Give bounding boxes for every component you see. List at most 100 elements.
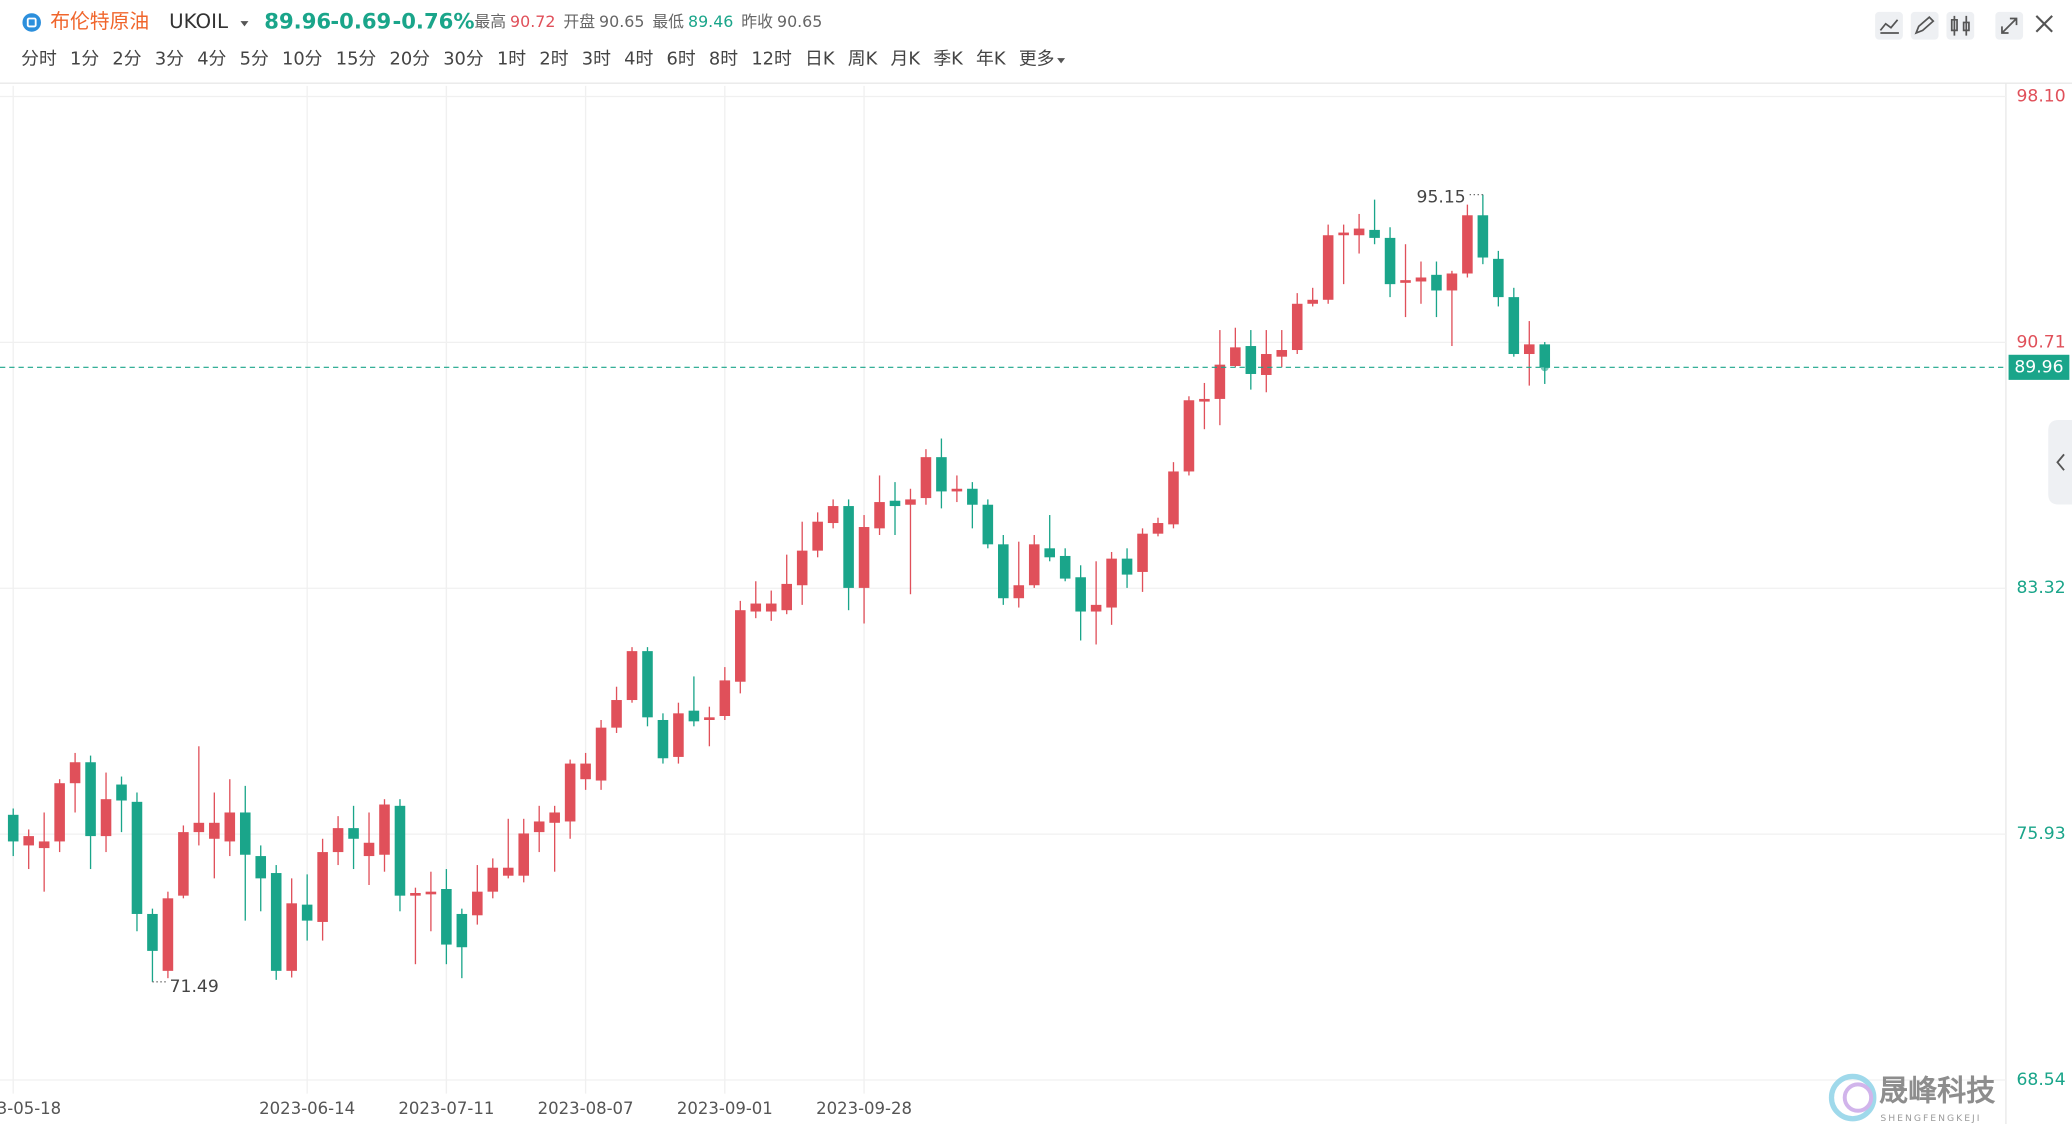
period-tab[interactable]: 20分: [389, 48, 430, 69]
instrument-name[interactable]: 布伦特原油: [50, 10, 149, 33]
candle-body: [394, 805, 406, 896]
candle-body: [1245, 346, 1257, 374]
stat-label: 开盘: [563, 12, 595, 31]
watermark-logo: [1828, 1073, 1877, 1122]
y-tick-label: 68.54: [2016, 1070, 2065, 1090]
min-label: 71.49: [170, 977, 219, 997]
stat-label: 最低: [652, 12, 684, 31]
candle-body: [209, 822, 220, 839]
candle-body: [827, 506, 839, 524]
more-dropdown-arrow[interactable]: [1057, 58, 1066, 64]
candle-body: [843, 506, 854, 588]
y-tick-label: 98.10: [2016, 87, 2065, 107]
period-tab[interactable]: 2时: [539, 48, 568, 69]
period-tab[interactable]: 10分: [282, 48, 323, 69]
candle-body: [1261, 354, 1272, 375]
candle-body: [487, 867, 499, 892]
x-tick-label: 2023-06-14: [259, 1099, 355, 1118]
period-tab[interactable]: 月K: [891, 48, 922, 69]
side-panel-tab[interactable]: [2048, 420, 2072, 505]
candle-body: [1291, 303, 1303, 351]
candle-body: [1059, 555, 1071, 579]
stat-label: 昨收: [741, 12, 773, 31]
candle-body: [131, 801, 143, 914]
last-price-box: [2008, 354, 2070, 380]
period-tab[interactable]: 3时: [582, 48, 611, 69]
candle-body: [317, 852, 328, 922]
last-price-label: 89.96: [2014, 357, 2063, 377]
period-tab[interactable]: 30分: [443, 48, 484, 69]
candle-body: [1199, 398, 1210, 402]
candle-body: [1431, 274, 1442, 291]
candle-body: [69, 762, 81, 784]
candle-body: [967, 488, 978, 505]
period-tab[interactable]: 2分: [112, 48, 141, 69]
candle-body: [1400, 280, 1411, 283]
candle-type-button[interactable]: [1946, 11, 1975, 40]
candle-body: [549, 812, 560, 823]
candle-body: [348, 828, 359, 839]
candle-body: [951, 488, 963, 492]
candle-body: [564, 763, 576, 822]
period-tab[interactable]: 分时: [21, 48, 57, 69]
period-tab[interactable]: 12时: [751, 48, 792, 69]
x-tick-label: 2023-05-18: [0, 1099, 61, 1118]
indicator-icon: [1879, 19, 1899, 34]
period-tab[interactable]: 周K: [848, 48, 879, 69]
instrument-symbol[interactable]: UKOIL: [169, 10, 228, 33]
period-tab[interactable]: 15分: [336, 48, 377, 69]
candle-body: [719, 680, 731, 716]
period-tab[interactable]: 6时: [667, 48, 696, 69]
draw-button[interactable]: [1910, 11, 1939, 40]
candle-body: [1183, 400, 1195, 472]
candle-body: [1230, 347, 1241, 366]
candle-body: [518, 833, 530, 876]
period-tab[interactable]: 8时: [709, 48, 738, 69]
stat-value: 89.46: [688, 12, 733, 31]
candle-body: [595, 727, 607, 781]
candle-body: [982, 504, 994, 545]
candle-body: [456, 913, 468, 948]
candle-body: [858, 527, 870, 588]
candle-body: [472, 891, 483, 916]
symbol-icon: [22, 13, 41, 32]
candle-body: [1152, 523, 1164, 534]
period-tab[interactable]: 1分: [70, 48, 99, 69]
period-tab[interactable]: 年K: [976, 48, 1007, 69]
candle-body: [1523, 344, 1535, 355]
candle-body: [1090, 604, 1102, 612]
candle-body: [116, 784, 127, 801]
period-tab[interactable]: 3分: [155, 48, 184, 69]
candle-body: [765, 603, 777, 612]
candle-body: [38, 841, 50, 849]
candle-body: [410, 892, 421, 896]
period-tab[interactable]: 4分: [197, 48, 226, 69]
candle-body: [7, 814, 19, 842]
period-tab[interactable]: 日K: [805, 48, 836, 69]
x-tick-label: 2023-09-01: [677, 1099, 773, 1118]
candle-body: [874, 502, 885, 529]
candle-body: [657, 719, 669, 759]
candle-body: [301, 904, 313, 921]
period-tab[interactable]: 1时: [497, 48, 526, 69]
candle-body: [905, 499, 916, 505]
candle-body: [533, 821, 545, 833]
candle-body: [1276, 350, 1288, 357]
period-tab[interactable]: 5分: [240, 48, 269, 69]
y-tick-label: 90.71: [2016, 332, 2065, 352]
candle-body: [626, 651, 638, 701]
stat-value: 90.65: [599, 12, 644, 31]
period-tab[interactable]: 更多: [1019, 48, 1055, 69]
side-panel-arrow: [2056, 453, 2065, 471]
y-tick-label: 83.32: [2016, 578, 2065, 598]
period-tab[interactable]: 季K: [933, 48, 964, 69]
symbol-dropdown-arrow[interactable]: [240, 21, 249, 27]
candle-type-icon: [1950, 15, 1970, 36]
candle-body: [1415, 277, 1427, 282]
period-tab[interactable]: 4时: [624, 48, 653, 69]
overlay: 95.15 71.49 89.96: [0, 187, 2070, 997]
close-button[interactable]: [2035, 15, 2053, 33]
candle-body: [255, 856, 267, 879]
candle-body: [1322, 235, 1334, 300]
candle-body: [1137, 533, 1148, 572]
